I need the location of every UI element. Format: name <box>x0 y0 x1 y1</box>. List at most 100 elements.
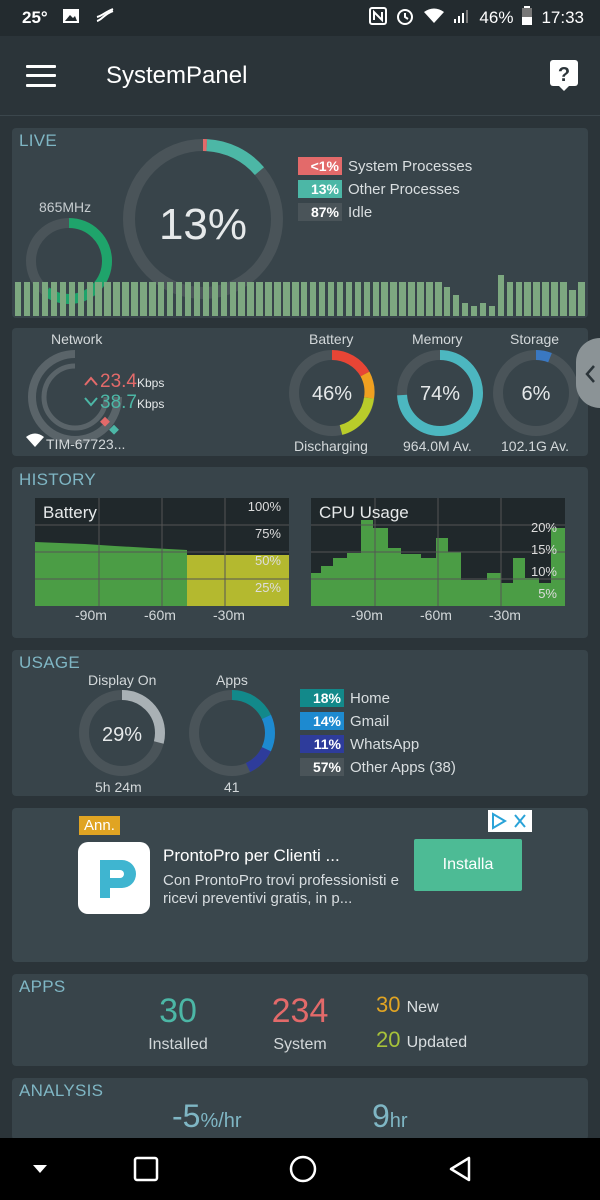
back-button[interactable] <box>420 1138 500 1200</box>
history-card[interactable]: HISTORY Battery 100% 75% 50% 25% -90m -6… <box>12 467 588 638</box>
cpu-history-bar <box>104 281 111 316</box>
wifi-icon <box>26 433 44 447</box>
cpu-history-bar <box>283 281 290 316</box>
memory-gauge <box>397 350 483 436</box>
cpu-history-bar <box>444 286 451 316</box>
legend-other-apps: 57% Other Apps (38) <box>300 758 456 776</box>
installed-count: 30 <box>159 992 197 1030</box>
legend-swatch: <1% <box>298 157 342 175</box>
battery-remaining: 9hr <box>372 1098 408 1135</box>
apps-card[interactable]: APPS 30 Installed 234 System 30 New 20 U… <box>12 974 588 1066</box>
status-card[interactable]: Network 23.4Kbps 38.7Kbps TIM-67723... B… <box>12 328 588 456</box>
display-on-arc <box>79 690 165 776</box>
edge-panel-handle[interactable] <box>576 338 600 408</box>
legend-swatch: 13% <box>298 180 342 198</box>
ad-badge: Ann. <box>79 816 120 835</box>
cpu-history-chart[interactable]: CPU Usage 20% 15% 10% 5% <box>311 498 565 606</box>
signal-icon <box>453 8 471 29</box>
home-button[interactable] <box>263 1138 343 1200</box>
memory-arc <box>397 350 483 436</box>
battery-drain-rate: -5%/hr <box>172 1098 242 1135</box>
history-title: HISTORY <box>19 470 97 489</box>
y-tick: 100% <box>247 499 281 514</box>
adchoices-button[interactable] <box>488 810 532 832</box>
navigation-bar <box>0 1138 600 1200</box>
new-label: New <box>406 999 439 1016</box>
x-tick: -90m <box>75 607 107 623</box>
system-count: 234 <box>271 992 329 1030</box>
legend-other-processes: 13% Other Processes <box>298 180 460 198</box>
cpu-history-bar <box>131 281 138 316</box>
updated-label: Updated <box>406 1034 468 1051</box>
legend-label: WhatsApp <box>350 735 420 753</box>
cpu-history-bar <box>533 281 540 316</box>
legend-home: 18% Home <box>300 689 390 707</box>
storage-arc <box>493 350 579 436</box>
storage-gauge <box>493 350 579 436</box>
battery-history-chart[interactable]: Battery 100% 75% 50% 25% <box>35 498 289 606</box>
help-button[interactable]: ? <box>550 60 578 92</box>
drain-unit: %/hr <box>200 1110 242 1132</box>
apps-title: APPS <box>19 977 66 996</box>
wifi-icon <box>423 8 445 29</box>
legend-system-processes: <1% System Processes <box>298 157 472 175</box>
download-speed-unit: Kbps <box>136 397 165 411</box>
upload-arrow-icon <box>84 376 98 386</box>
legend-label: Gmail <box>350 712 390 730</box>
cpu-history-bar <box>211 281 219 316</box>
swiftkey-icon <box>94 7 116 29</box>
display-on-time: 5h 24m <box>95 779 142 795</box>
y-tick: 50% <box>254 553 281 568</box>
ad-app-icon[interactable] <box>78 842 150 914</box>
ad-description: Con ProntoPro trovi professionisti e ric… <box>163 872 399 907</box>
cpu-history-bar <box>238 281 245 316</box>
cpu-history-bar <box>479 303 487 316</box>
cpu-history-bar <box>68 281 76 316</box>
ad-title[interactable]: ProntoPro per Clienti ... <box>163 846 340 865</box>
live-card[interactable]: LIVE 865MHz 13% <1% System Processes 13%… <box>12 128 588 318</box>
cpu-history-bar <box>542 281 549 316</box>
install-button[interactable]: Installa <box>414 839 522 891</box>
nfc-icon <box>369 6 388 30</box>
cpu-history-bar <box>158 281 165 316</box>
cpu-history-bar <box>372 281 379 316</box>
cpu-history-bar <box>390 281 397 316</box>
analysis-card[interactable]: ANALYSIS -5%/hr 9hr <box>12 1078 588 1140</box>
chevron-down-icon <box>33 1165 47 1173</box>
cpu-history-bar <box>247 281 254 316</box>
menu-button[interactable] <box>26 64 56 87</box>
legend-gmail: 14% Gmail <box>300 712 389 730</box>
y-tick: 20% <box>530 520 557 535</box>
cpu-history-bar <box>381 281 388 316</box>
display-on-percent: 29% <box>101 724 143 746</box>
network-label: Network <box>51 331 103 347</box>
apps-count: 41 <box>224 779 240 795</box>
cpu-history-bar <box>256 281 263 316</box>
x-tick: -60m <box>420 607 452 623</box>
updated-count: 20 <box>376 1027 401 1052</box>
hide-nav-button[interactable] <box>0 1138 80 1200</box>
battery-gauge <box>289 349 375 436</box>
ad-card[interactable]: Ann. ProntoPro per Clienti ... Con Pront… <box>12 808 588 962</box>
cpu-history-bar <box>184 281 192 316</box>
legend-idle: 87% Idle <box>298 203 372 221</box>
usage-card[interactable]: USAGE Display On 29% 5h 24m Apps 41 18% … <box>12 650 588 796</box>
cpu-history-bar <box>202 281 210 316</box>
battery-label: Battery <box>309 331 354 347</box>
x-tick: -30m <box>489 607 521 623</box>
drain-value: -5 <box>172 1098 201 1134</box>
legend-swatch: 14% <box>300 712 344 730</box>
cpu-history-bar <box>318 281 326 316</box>
app-title: SystemPanel <box>106 61 248 89</box>
legend-label: Other Processes <box>348 180 460 198</box>
y-tick: 75% <box>254 526 281 541</box>
back-icon <box>449 1156 471 1182</box>
battery-icon <box>521 5 533 31</box>
x-tick: -60m <box>144 607 176 623</box>
cpu-frequency: 865MHz <box>39 199 92 215</box>
cpu-history-bar <box>140 281 147 316</box>
recents-button[interactable] <box>106 1138 186 1200</box>
remaining-unit: hr <box>389 1110 408 1132</box>
storage-label: Storage <box>510 331 560 347</box>
remaining-value: 9 <box>372 1098 390 1134</box>
